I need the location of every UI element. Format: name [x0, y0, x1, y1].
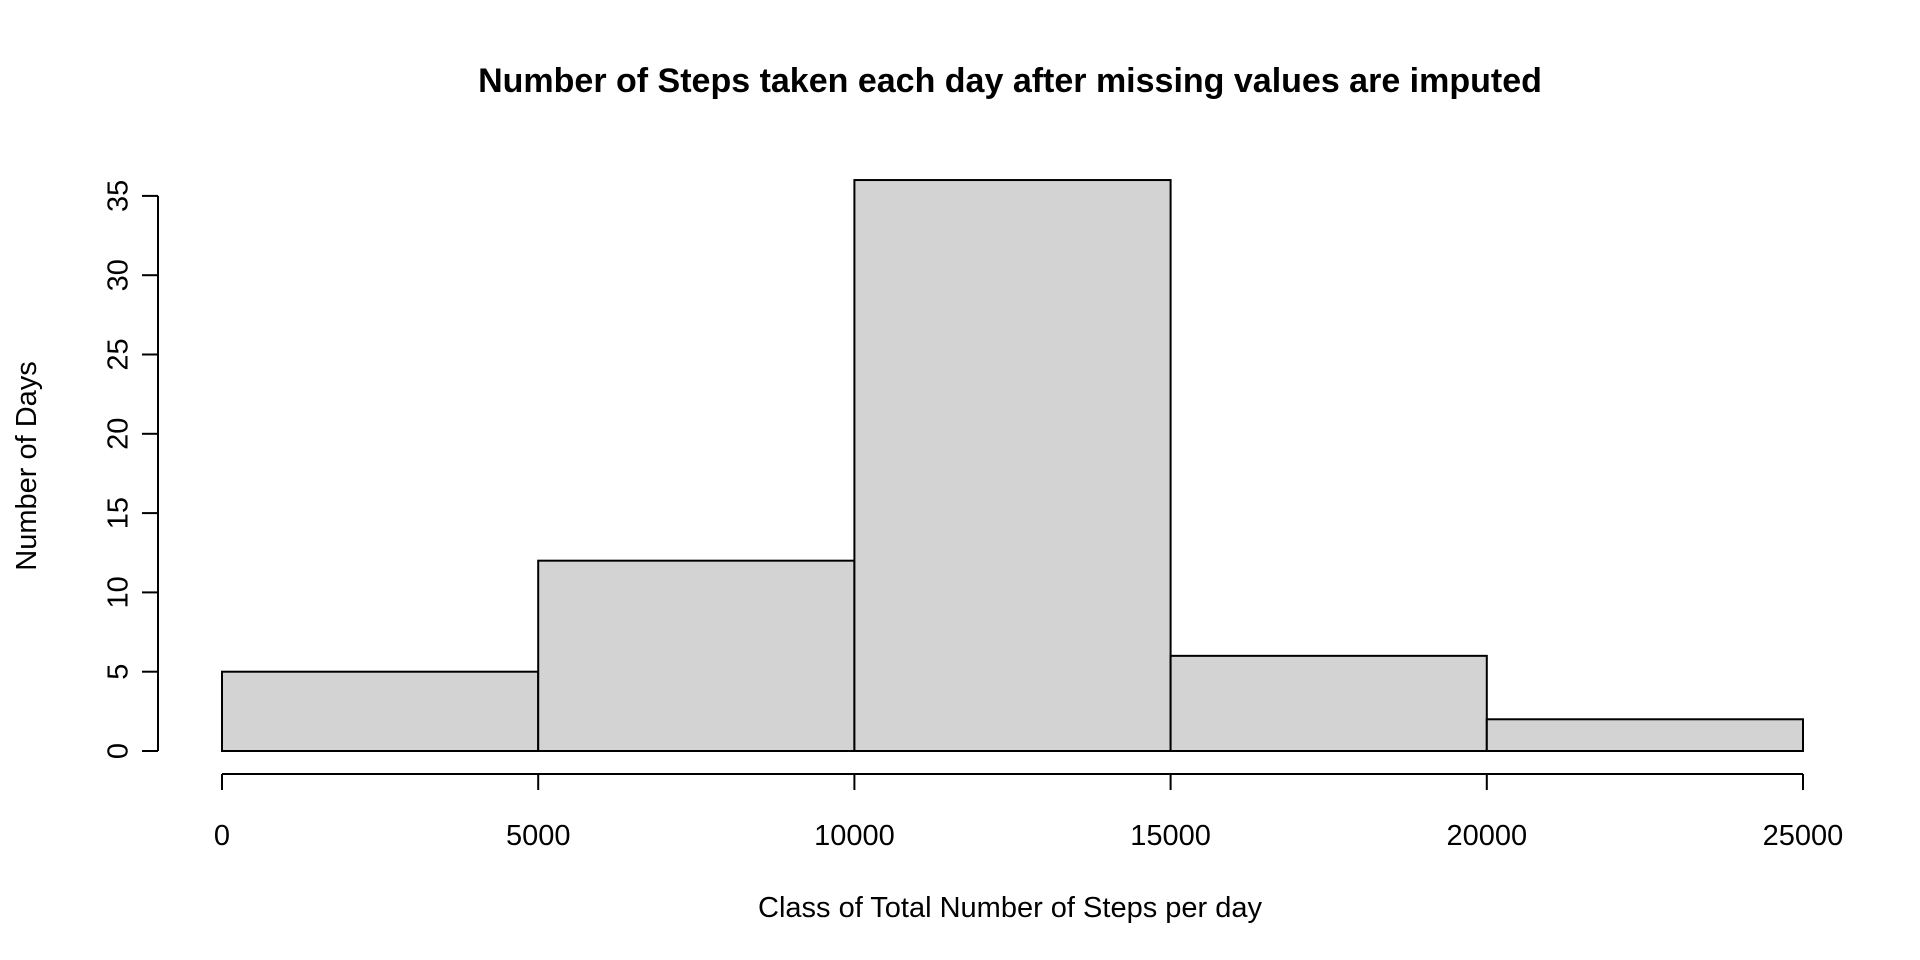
y-tick-label-4: 20: [103, 418, 135, 450]
x-tick-label-4: 20000: [1446, 820, 1527, 852]
histogram-bar-0: [221, 670, 540, 753]
y-tick-label-0: 0: [103, 743, 135, 759]
x-tick-label-0: 0: [214, 820, 230, 852]
y-tick-label-2: 10: [103, 576, 135, 608]
histogram-bar-4: [1485, 718, 1805, 753]
y-tick-label-5: 25: [103, 338, 135, 370]
x-tick-label-3: 15000: [1130, 820, 1211, 852]
y-tick-label-6: 30: [103, 259, 135, 291]
x-tick-label-2: 10000: [814, 820, 895, 852]
x-axis: 0 5000 10000 15000 20000 25000: [214, 773, 1844, 852]
x-tick-label-1: 5000: [506, 820, 571, 852]
y-tick-label-7: 35: [103, 180, 135, 212]
histogram-bar-1: [537, 559, 856, 752]
bars-group: [221, 179, 1805, 753]
y-axis-label: Number of Days: [11, 361, 43, 571]
y-tick-label-1: 5: [103, 664, 135, 680]
y-axis: 0 5 10 15 20 25 30 35: [103, 180, 159, 759]
x-axis-label: Class of Total Number of Steps per day: [758, 892, 1262, 924]
y-tick-label-3: 15: [103, 497, 135, 529]
histogram-bar-3: [1169, 654, 1488, 753]
chart-title: Number of Steps taken each day after mis…: [478, 62, 1542, 100]
x-tick-label-5: 25000: [1763, 820, 1844, 852]
histogram-bar-2: [853, 179, 1172, 753]
